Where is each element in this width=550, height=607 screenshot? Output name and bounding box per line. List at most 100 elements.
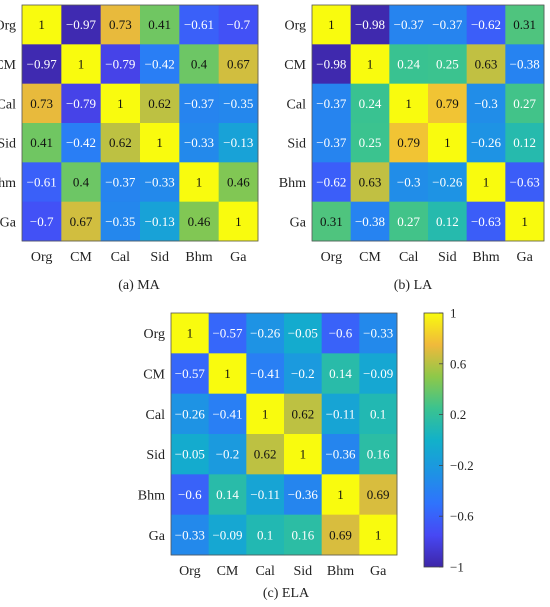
heatmap-cell [218,83,259,124]
heatmap-cell [312,162,352,203]
heatmap-cell [246,393,285,435]
heatmap-frame [21,4,259,242]
cell-value-label: −0.98 [355,17,385,32]
cell-value-label: 0.25 [436,57,459,72]
heatmap-cell [208,434,247,475]
heatmap-cell [359,313,398,354]
heatmap-cell [140,123,180,163]
heatmap-cell [171,434,210,475]
heatmap-cell [389,162,429,203]
cell-value-label: −0.57 [175,366,206,381]
cell-value-label: 0.1 [257,527,273,542]
heatmap-cell [208,313,247,354]
caption-ma: (a) MA [118,278,160,293]
cell-value-label: −0.63 [471,214,501,229]
cell-value-label: 1 [156,135,163,150]
heatmap-cell [179,5,220,45]
heatmap-cell [428,123,468,163]
y-tick-label: Bhm [0,176,16,191]
heatmap-cell [208,514,247,556]
cell-value-label: 0.16 [367,447,390,462]
heatmap-cell [350,44,390,85]
heatmap-la: 1 −0.98 −0.37 −0.37 −0.62 0.31 −0.98 1 0.24 0.25 0… [279,4,545,265]
cell-value-label: −0.61 [27,175,57,190]
y-tick-label: Cal [146,408,166,423]
cell-value-label: 1 [235,214,242,229]
cell-value-label: −0.13 [145,214,175,229]
cell-value-label: −0.2 [216,447,240,462]
cell-value-label: 1 [38,17,45,32]
cell-value-label: −0.3 [397,175,421,190]
heatmap-cell [312,44,352,85]
heatmap-cell [100,5,141,45]
cell-value-label: 0.41 [148,17,171,32]
heatmap-ela: 1 −0.57 −0.26 −0.05 −0.6 −0.33 −0.57 1 −0.41 −0.2… [138,312,398,579]
heatmap-cell [284,474,323,516]
cell-value-label: 1 [483,175,490,190]
heatmap-cell [359,353,398,395]
heatmap-cell [428,83,468,124]
heatmap-frame [170,312,398,556]
cell-value-label: 1 [367,57,374,72]
cell-value-label: 0.4 [191,57,208,72]
heatmap-cell [466,162,506,203]
cell-value-label: −0.3 [474,96,498,111]
cell-value-label: −0.13 [223,135,253,150]
heatmap-cell [505,162,545,203]
heatmap-cell [171,474,210,516]
cell-value-label: −0.42 [66,135,96,150]
caption-ela: (c) ELA [263,586,310,601]
colorbar-tick-label: −0.6 [450,509,474,524]
heatmap-cell [359,434,398,475]
cell-value-label: 0.63 [475,57,498,72]
x-tick-label: CM [359,250,381,265]
cell-value-label: 0.12 [513,135,536,150]
cell-value-label: −0.33 [363,326,393,341]
y-tick-label: Cal [287,97,307,112]
y-tick-label: CM [143,368,165,383]
heatmap-cell [100,162,141,203]
heatmap-cell [61,5,102,45]
cell-value-label: −0.2 [291,366,315,381]
cell-value-label: 0.25 [359,135,382,150]
heatmap-cell [100,201,141,242]
y-tick-label: CM [0,58,17,73]
heatmap-cell [140,5,180,45]
colorbar-tick-label: 0.6 [450,356,467,371]
x-tick-label: Org [31,250,53,265]
cell-value-label: −0.36 [325,447,356,462]
cell-value-label: 0.31 [513,17,536,32]
cell-value-label: 0.14 [329,366,352,381]
heatmap-cell [389,83,429,124]
cell-value-label: 1 [187,326,194,341]
cell-value-label: −0.11 [250,487,280,502]
cell-value-label: −0.37 [184,96,215,111]
cell-value-label: 0.24 [359,96,382,111]
y-tick-label: Bhm [138,489,165,504]
cell-value-label: −0.7 [227,17,251,32]
cell-value-label: −0.36 [288,487,319,502]
heatmap-cell [466,5,506,45]
cell-value-label: −0.79 [105,57,135,72]
x-tick-label: Cal [255,564,275,579]
heatmap-cell [140,162,180,203]
cell-value-label: −0.62 [316,175,346,190]
cell-value-label: −0.37 [105,175,136,190]
heatmap-cell [171,514,210,556]
heatmap-cell [505,44,545,85]
cell-value-label: −0.57 [212,326,243,341]
cell-value-label: 1 [78,57,85,72]
heatmap-cell [321,474,360,516]
heatmap-cell [22,123,62,163]
y-tick-label: Ga [0,215,17,230]
heatmap-cell [321,313,360,354]
x-tick-label: Bhm [472,250,499,265]
heatmap-cell [22,201,62,242]
heatmap-cell [389,123,429,163]
cell-value-label: −0.6 [329,326,353,341]
heatmap-cell [466,123,506,163]
colorbar-tick-label: 0.2 [450,407,466,422]
y-tick-label: Org [143,327,165,342]
colorbar: 1 0.6 0.2 −0.2 −0.6 −1 [423,306,474,575]
cell-value-label: −0.26 [471,135,502,150]
